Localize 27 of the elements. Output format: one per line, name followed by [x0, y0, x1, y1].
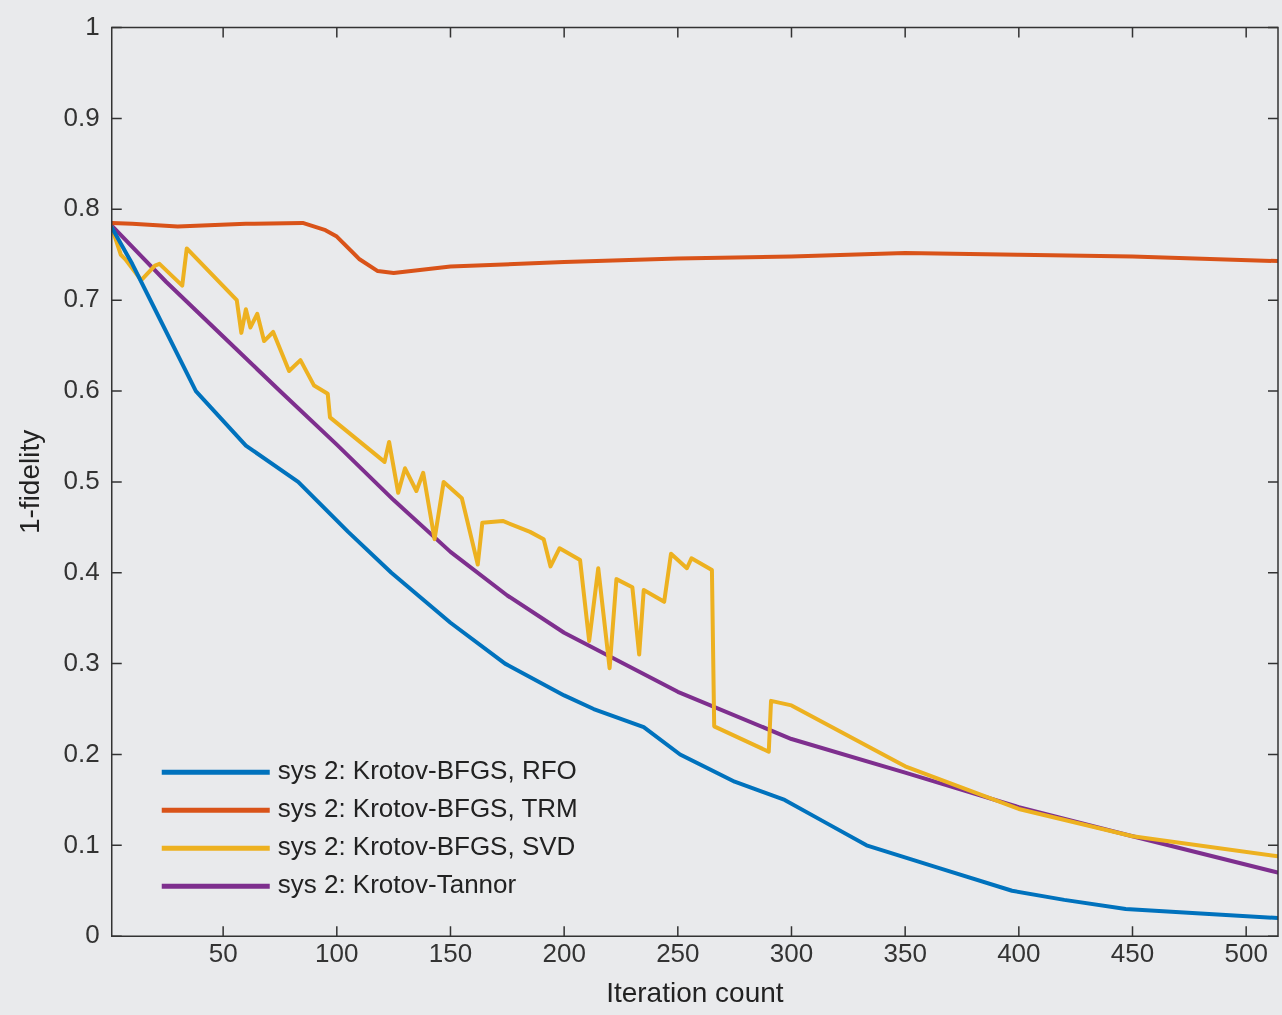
x-tick-label: 200: [542, 937, 586, 968]
legend-label: sys 2: Krotov-BFGS, RFO: [277, 755, 577, 786]
y-tick-label: 0.3: [63, 646, 100, 677]
x-tick-label: 150: [428, 937, 473, 968]
y-tick-label: 0.7: [63, 283, 100, 314]
x-tick-label: 300: [769, 937, 814, 968]
y-axis-title: 1-fidelity: [13, 429, 45, 535]
legend-label: sys 2: Krotov-BFGS, TRM: [277, 793, 578, 824]
x-tick-label: 500: [1224, 937, 1268, 968]
x-tick-label: 400: [997, 937, 1041, 968]
y-tick-label: 0: [85, 919, 100, 950]
x-tick-label: 100: [315, 937, 359, 968]
legend-label: sys 2: Krotov-Tannor: [277, 869, 517, 900]
legend-label: sys 2: Krotov-BFGS, SVD: [277, 831, 576, 862]
x-tick-label: 450: [1110, 937, 1155, 968]
y-tick-label: 0.4: [63, 555, 100, 586]
y-tick-label: 1: [85, 10, 100, 41]
y-tick-label: 0.1: [63, 828, 100, 859]
y-tick-label: 0.5: [63, 465, 100, 496]
y-tick-label: 0.9: [63, 101, 100, 132]
x-tick-label: 350: [883, 937, 927, 968]
y-tick-label: 0.8: [63, 192, 100, 223]
y-tick-label: 0.6: [63, 374, 100, 405]
x-axis-title: Iteration count: [606, 976, 784, 1008]
x-tick-label: 50: [208, 937, 238, 968]
x-tick-label: 250: [656, 937, 700, 968]
y-tick-label: 0.2: [63, 737, 100, 768]
